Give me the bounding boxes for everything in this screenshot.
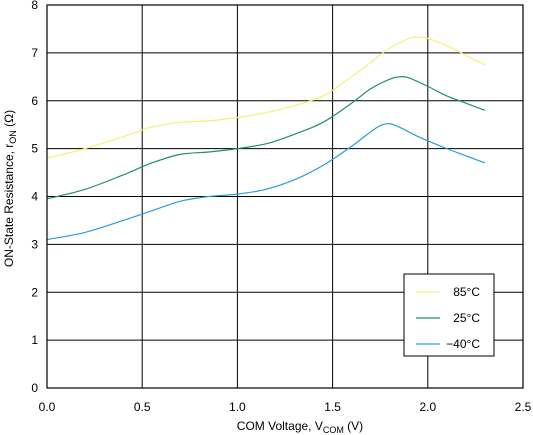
legend: 85°C 25°C −40°C xyxy=(403,273,495,357)
x-tick-label-2: 1.0 xyxy=(229,400,246,414)
x-tick-label-3: 1.5 xyxy=(324,400,341,414)
y-axis-title: ON-State Resistance, rON (Ω) xyxy=(2,110,18,267)
x-tick-label-5: 2.5 xyxy=(515,400,532,414)
plot-frame xyxy=(46,4,524,389)
y-axis-title-main: ON-State Resistance, r xyxy=(2,144,16,267)
legend-label-0: 85°C xyxy=(453,285,480,299)
x-axis-title: COM Voltage, VCOM (V) xyxy=(237,419,363,435)
y-tick-label-5: 5 xyxy=(31,142,38,156)
legend-label-1: 25°C xyxy=(453,311,480,325)
y-tick-label-6: 6 xyxy=(31,94,38,108)
y-axis-title-tail: (Ω) xyxy=(2,110,16,130)
y-tick-label-0: 0 xyxy=(31,381,38,395)
x-tick-label-0: 0.0 xyxy=(39,400,56,414)
y-tick-label-7: 7 xyxy=(31,46,38,60)
series-line-2 xyxy=(46,123,486,241)
series-layer xyxy=(46,36,486,241)
y-tick-label-3: 3 xyxy=(31,237,38,251)
y-axis-title-sub: ON xyxy=(8,130,18,144)
y-tick-label-2: 2 xyxy=(31,285,38,299)
x-tick-label-1: 0.5 xyxy=(134,400,151,414)
y-tick-label-4: 4 xyxy=(31,190,38,204)
x-axis-title-tail: (V) xyxy=(344,419,363,433)
series-line-0 xyxy=(46,36,486,159)
legend-box xyxy=(403,273,495,357)
x-tick-label-4: 2.0 xyxy=(419,400,436,414)
series-line-1 xyxy=(46,75,486,200)
y-tick-label-8: 8 xyxy=(31,0,38,12)
tick-labels: 0.0 0.5 1.0 1.5 2.0 2.5 0 1 2 3 4 5 6 7 8 xyxy=(31,0,531,414)
x-axis-title-sub: COM xyxy=(323,425,344,435)
y-tick-label-1: 1 xyxy=(31,333,38,347)
legend-label-2: −40°C xyxy=(446,337,480,351)
x-axis-title-main: COM Voltage, V xyxy=(237,419,323,433)
